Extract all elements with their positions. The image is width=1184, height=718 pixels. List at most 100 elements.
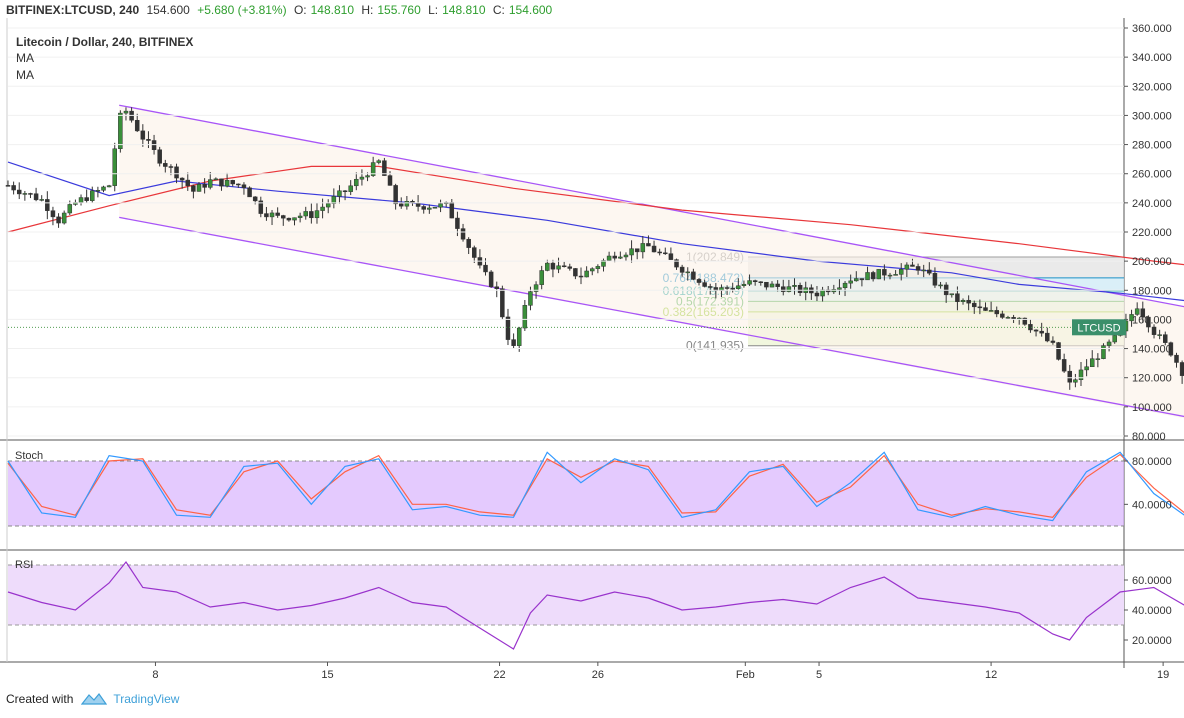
candle-body xyxy=(567,266,573,269)
candle-body xyxy=(1168,342,1174,356)
candle-body xyxy=(230,180,235,185)
candle-body xyxy=(1095,358,1101,360)
candle-body xyxy=(640,243,646,253)
candle-body xyxy=(769,283,775,288)
candle-body xyxy=(747,280,752,285)
indicator-ma-slow[interactable]: MA xyxy=(16,68,34,82)
candle-body xyxy=(45,199,50,211)
candle-body xyxy=(511,339,516,346)
candle-body xyxy=(112,148,117,186)
price-tick-label: 160.000 xyxy=(1132,314,1172,326)
rsi-pane-label[interactable]: RSI xyxy=(15,559,34,571)
candle-body xyxy=(775,283,780,287)
candle-body xyxy=(972,302,977,308)
candle-body xyxy=(870,272,876,280)
symbol-name[interactable]: BITFINEX:LTCUSD, 240 xyxy=(6,3,140,17)
candle-body xyxy=(1050,340,1056,343)
candle-body xyxy=(134,120,140,132)
candle-body xyxy=(275,212,280,216)
candle-body xyxy=(325,203,331,208)
stoch-band xyxy=(8,461,1124,526)
candle-body xyxy=(1151,326,1157,335)
time-tick-label: Feb xyxy=(736,669,755,681)
candle-body xyxy=(191,185,196,192)
stoch-pane-label[interactable]: Stoch xyxy=(15,450,44,462)
candle-body xyxy=(932,272,938,286)
candle-body xyxy=(151,140,157,150)
candle-body xyxy=(376,160,382,163)
candle-body xyxy=(393,185,398,205)
candle-body xyxy=(494,286,499,289)
candle-body xyxy=(370,162,376,176)
time-tick-label: 26 xyxy=(592,669,604,681)
channel-lower-line xyxy=(119,216,1184,418)
candle-body xyxy=(988,310,994,312)
candle-body xyxy=(224,180,230,187)
candle-body xyxy=(1033,329,1039,332)
candle-body xyxy=(483,264,488,273)
rsi-tick-label: 40.0000 xyxy=(1132,605,1172,617)
candle-body xyxy=(1089,358,1095,367)
channel-fill xyxy=(119,105,1184,419)
candle-body xyxy=(163,163,168,167)
candle-body xyxy=(404,200,410,207)
candle-body xyxy=(1129,314,1134,322)
candle-body xyxy=(50,210,56,218)
candle-body xyxy=(309,211,314,219)
candle-body xyxy=(590,268,595,272)
candle-body xyxy=(292,217,297,221)
candle-body xyxy=(781,286,786,292)
candle-body xyxy=(539,270,544,285)
candle-body xyxy=(910,264,915,267)
candle-body xyxy=(646,243,651,247)
candle-body xyxy=(207,179,213,188)
price-tick-label: 240.000 xyxy=(1132,198,1172,210)
candle-body xyxy=(584,270,589,278)
candle-body xyxy=(859,278,865,281)
candle-body xyxy=(1000,313,1005,318)
candle-body xyxy=(1112,335,1117,343)
candle-body xyxy=(949,293,955,296)
close-value: 154.600 xyxy=(508,3,553,17)
candle-body xyxy=(685,271,691,274)
candle-body xyxy=(185,179,191,187)
candle-body xyxy=(174,166,179,179)
candle-body xyxy=(337,190,342,197)
open-value: 148.810 xyxy=(310,3,355,17)
candle-body xyxy=(382,160,387,176)
candle-body xyxy=(966,299,971,304)
candle-body xyxy=(281,215,286,219)
candle-body xyxy=(252,196,258,202)
candle-body xyxy=(1078,369,1084,380)
footer-brand-link[interactable]: TradingView xyxy=(113,692,180,706)
candle-body xyxy=(1146,316,1151,328)
price-tick-label: 360.000 xyxy=(1132,23,1172,35)
candle-body xyxy=(983,307,988,311)
indicator-ma-fast[interactable]: MA xyxy=(16,51,34,65)
candle-body xyxy=(168,166,174,168)
candle-body xyxy=(95,190,101,192)
stoch-tick-label: 40.0000 xyxy=(1132,499,1172,511)
candle-body xyxy=(359,176,365,180)
candle-body xyxy=(90,190,95,201)
candle-body xyxy=(898,269,904,275)
candle-body xyxy=(466,238,471,248)
candle-body xyxy=(820,289,825,297)
candle-body xyxy=(668,253,674,260)
candle-body xyxy=(522,305,528,329)
candle-body xyxy=(28,193,33,195)
candle-body xyxy=(528,291,533,306)
candle-body xyxy=(1045,332,1050,342)
candle-body xyxy=(331,196,337,204)
candle-body xyxy=(1179,362,1184,376)
candle-body xyxy=(814,292,820,297)
candle-body xyxy=(736,285,741,289)
candle-body xyxy=(797,285,803,293)
chart-title: Litecoin / Dollar, 240, BITFINEX xyxy=(16,35,194,49)
candle-body xyxy=(101,186,106,191)
price-tag-label: LTCUSD xyxy=(1077,322,1120,334)
candle-body xyxy=(202,184,207,188)
candle-body xyxy=(854,278,859,282)
candle-body xyxy=(1073,379,1078,383)
